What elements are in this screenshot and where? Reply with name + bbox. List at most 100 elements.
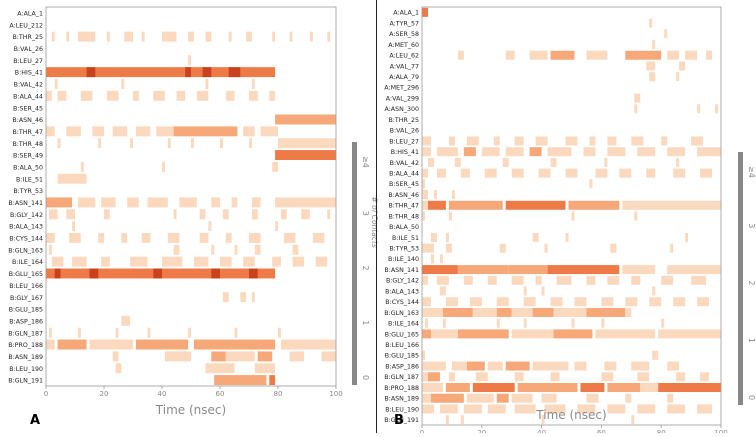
contact-segment bbox=[422, 200, 428, 210]
contact-segment bbox=[430, 393, 464, 403]
contact-segment bbox=[51, 31, 55, 42]
contact-segment bbox=[547, 265, 620, 275]
contact-segment bbox=[153, 90, 165, 101]
contact-segment bbox=[115, 327, 119, 338]
contact-segment bbox=[652, 40, 656, 50]
x-tick-label: 40 bbox=[537, 429, 546, 433]
contact-segment bbox=[463, 147, 476, 157]
contact-segment bbox=[673, 168, 686, 178]
row-label: A:ALA_1 bbox=[393, 10, 419, 17]
contact-segment bbox=[691, 275, 707, 285]
contact-segment bbox=[541, 415, 545, 425]
contact-segment bbox=[541, 286, 545, 296]
contact-segment bbox=[422, 393, 431, 403]
contact-segment bbox=[147, 197, 168, 208]
contact-segment bbox=[153, 268, 162, 279]
contact-segment bbox=[249, 232, 261, 243]
contact-segment bbox=[589, 136, 596, 146]
contact-segment bbox=[637, 147, 656, 157]
contact-segment bbox=[439, 286, 446, 296]
row-label: B:ALA_44 bbox=[389, 170, 419, 177]
row-label: B:VAL_26 bbox=[390, 128, 419, 135]
contact-segment bbox=[98, 232, 104, 243]
row-label: B:GLN_187 bbox=[384, 374, 419, 381]
row-label: B:GLY_142 bbox=[386, 278, 419, 285]
row-label: B:ALA_50 bbox=[13, 164, 43, 171]
x-tick-label: 0 bbox=[44, 390, 48, 398]
row-label: B:THR_25 bbox=[12, 34, 43, 41]
contact-segment bbox=[505, 50, 515, 60]
row-label: B:LEU_190 bbox=[9, 366, 43, 373]
contact-segment bbox=[124, 31, 133, 42]
contact-segment bbox=[231, 197, 238, 208]
contact-segment bbox=[130, 138, 133, 149]
row-label: B:LEU_166 bbox=[385, 342, 419, 349]
contact-segment bbox=[249, 90, 258, 101]
colorbar-tick-label: 2 bbox=[747, 281, 756, 286]
contact-segment bbox=[565, 168, 578, 178]
contact-segment bbox=[676, 72, 680, 82]
x-tick-label: 100 bbox=[714, 429, 727, 433]
contact-segment bbox=[208, 221, 212, 232]
row-label: B:THR_48 bbox=[12, 141, 43, 148]
contact-segment bbox=[565, 136, 578, 146]
contact-segment bbox=[574, 297, 587, 307]
contact-segment bbox=[141, 232, 151, 243]
contact-segment bbox=[57, 90, 67, 101]
contact-segment bbox=[550, 50, 575, 60]
contact-segment bbox=[469, 297, 482, 307]
contact-segment bbox=[427, 200, 446, 210]
contact-segment bbox=[86, 67, 96, 78]
contact-segment bbox=[649, 72, 656, 82]
contact-segment bbox=[121, 232, 128, 243]
contact-segment bbox=[670, 243, 674, 253]
colorbar-tick-label: 1 bbox=[361, 320, 370, 325]
row-label: B:ILE_164 bbox=[12, 259, 43, 266]
contact-segment bbox=[457, 50, 464, 60]
contact-segment bbox=[445, 297, 458, 307]
contact-segment bbox=[439, 254, 443, 264]
contact-segment bbox=[315, 256, 328, 267]
contact-segment bbox=[127, 197, 139, 208]
contact-segment bbox=[445, 415, 449, 425]
row-label: B:ILE_51 bbox=[16, 176, 43, 183]
contact-segment bbox=[697, 404, 713, 414]
contact-segment bbox=[475, 372, 488, 382]
contact-segment bbox=[46, 90, 52, 101]
contact-segment bbox=[691, 136, 704, 146]
row-label: B:GLU_165 bbox=[385, 331, 419, 338]
x-tick-label: 60 bbox=[597, 429, 606, 433]
contact-segment bbox=[254, 244, 261, 255]
contact-segment bbox=[228, 31, 232, 42]
contact-segment bbox=[448, 200, 503, 210]
contact-segment bbox=[188, 55, 191, 66]
contact-segment bbox=[225, 232, 232, 243]
contact-segment bbox=[422, 361, 446, 371]
contact-segment bbox=[283, 232, 296, 243]
contact-segment bbox=[649, 297, 662, 307]
contact-segment bbox=[422, 297, 431, 307]
row-label: B:LEU_166 bbox=[9, 283, 43, 290]
contact-segment bbox=[472, 382, 515, 392]
row-label: B:HIS_41 bbox=[15, 70, 43, 77]
contact-segment bbox=[622, 200, 721, 210]
contact-segment bbox=[487, 404, 506, 414]
contact-segment bbox=[652, 350, 659, 360]
contact-segment bbox=[514, 372, 524, 382]
contact-segment bbox=[595, 168, 608, 178]
contact-segment bbox=[135, 339, 189, 350]
contact-segment bbox=[48, 244, 52, 255]
contact-segment bbox=[625, 297, 638, 307]
contact-segment bbox=[547, 147, 572, 157]
contact-segment bbox=[436, 168, 446, 178]
contact-segment bbox=[661, 136, 668, 146]
contact-segment bbox=[199, 232, 209, 243]
row-label: A:MET_296 bbox=[384, 85, 419, 92]
contact-segment bbox=[249, 138, 252, 149]
contact-segment bbox=[625, 307, 632, 317]
contact-segment bbox=[532, 307, 554, 317]
contact-segment bbox=[448, 211, 452, 221]
contact-segment bbox=[427, 157, 434, 167]
contact-segment bbox=[661, 318, 665, 328]
contact-segment bbox=[667, 50, 680, 60]
